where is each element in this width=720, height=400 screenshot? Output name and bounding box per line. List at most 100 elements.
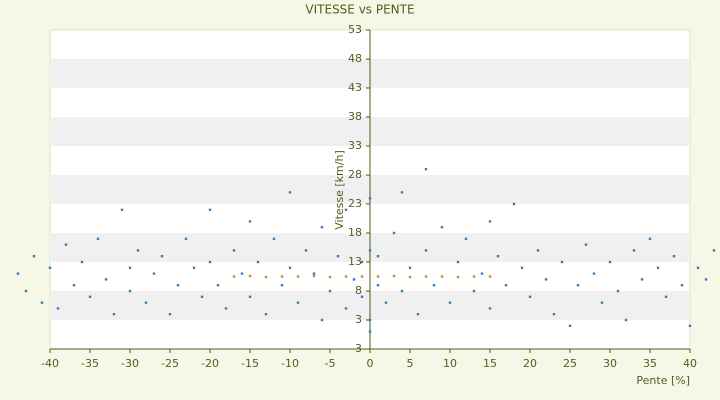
y-tick-label: 8 xyxy=(355,284,362,297)
point xyxy=(448,301,452,304)
point xyxy=(288,191,292,194)
point xyxy=(424,275,428,278)
point xyxy=(344,307,348,310)
point xyxy=(72,284,76,287)
point xyxy=(248,274,252,278)
y-tick-label: 48 xyxy=(348,52,362,65)
point xyxy=(16,272,20,275)
point xyxy=(312,272,316,275)
point xyxy=(64,243,68,246)
x-tick-label: -40 xyxy=(41,357,59,370)
point xyxy=(504,284,508,287)
point xyxy=(368,197,372,200)
chart-title: VITESSE vs PENTE xyxy=(305,3,414,17)
x-tick-label: 5 xyxy=(407,357,414,370)
point xyxy=(656,266,660,269)
x-tick-label: -15 xyxy=(241,357,259,370)
point xyxy=(152,272,156,275)
point xyxy=(248,220,252,223)
point xyxy=(256,260,260,264)
point xyxy=(384,301,388,304)
x-tick-label: 40 xyxy=(683,357,697,370)
point xyxy=(288,266,292,269)
point xyxy=(352,278,356,281)
x-tick-label: 30 xyxy=(603,357,617,370)
point xyxy=(680,284,684,287)
y-tick-label: 43 xyxy=(348,81,362,94)
point xyxy=(488,220,492,223)
point xyxy=(472,275,476,278)
point xyxy=(232,275,236,278)
x-tick-label: -5 xyxy=(325,357,336,370)
point xyxy=(488,275,492,278)
point xyxy=(464,237,468,240)
point xyxy=(648,237,652,240)
x-tick-label: -35 xyxy=(81,357,99,370)
point xyxy=(40,301,44,304)
point xyxy=(632,249,636,252)
point xyxy=(368,330,372,333)
point xyxy=(688,324,692,327)
point xyxy=(400,289,404,293)
point xyxy=(264,275,268,279)
x-tick-label: 15 xyxy=(483,357,497,370)
point xyxy=(440,226,444,229)
point xyxy=(424,249,428,252)
point xyxy=(568,324,572,327)
point xyxy=(80,260,84,264)
point xyxy=(280,275,284,278)
point xyxy=(544,278,548,281)
y-tick-label: 3 xyxy=(355,342,362,355)
point xyxy=(24,289,28,293)
point xyxy=(552,313,556,316)
point xyxy=(48,266,52,269)
y-tick-label: 38 xyxy=(348,110,362,123)
point xyxy=(456,260,460,264)
point xyxy=(536,249,540,252)
point xyxy=(320,226,324,229)
point xyxy=(136,249,140,252)
point xyxy=(472,289,476,293)
point xyxy=(512,202,516,206)
x-tick-label: -30 xyxy=(121,357,139,370)
point xyxy=(440,275,444,278)
point xyxy=(608,260,612,264)
point xyxy=(216,284,220,287)
point xyxy=(280,284,284,287)
point xyxy=(576,284,580,287)
y-tick-label: 23 xyxy=(348,197,362,210)
point xyxy=(520,266,524,269)
x-tick-label: -20 xyxy=(201,357,219,370)
point xyxy=(128,289,132,293)
point xyxy=(312,274,316,278)
point xyxy=(496,255,500,258)
point xyxy=(376,255,380,258)
point xyxy=(432,284,436,287)
point xyxy=(344,208,348,211)
point xyxy=(376,275,380,278)
y-tick-label: 13 xyxy=(348,255,362,268)
point xyxy=(624,318,628,322)
point xyxy=(248,295,252,298)
point xyxy=(336,255,340,258)
point xyxy=(360,260,364,264)
point xyxy=(392,274,396,278)
point xyxy=(144,301,148,304)
y-axis-label: Vitesse [km/h] xyxy=(333,150,346,230)
point xyxy=(368,318,372,322)
point xyxy=(328,275,332,279)
point xyxy=(488,307,492,310)
point xyxy=(200,295,204,298)
point xyxy=(592,272,596,275)
point xyxy=(528,295,532,298)
y-tick-label: 18 xyxy=(348,226,362,239)
point xyxy=(600,301,604,304)
point xyxy=(128,266,132,269)
y-tick-label: 3 xyxy=(355,313,362,326)
point xyxy=(296,275,300,278)
point xyxy=(424,168,428,171)
y-tick-label: 53 xyxy=(348,23,362,36)
x-tick-label: -25 xyxy=(161,357,179,370)
point xyxy=(416,313,420,316)
point xyxy=(408,266,412,269)
